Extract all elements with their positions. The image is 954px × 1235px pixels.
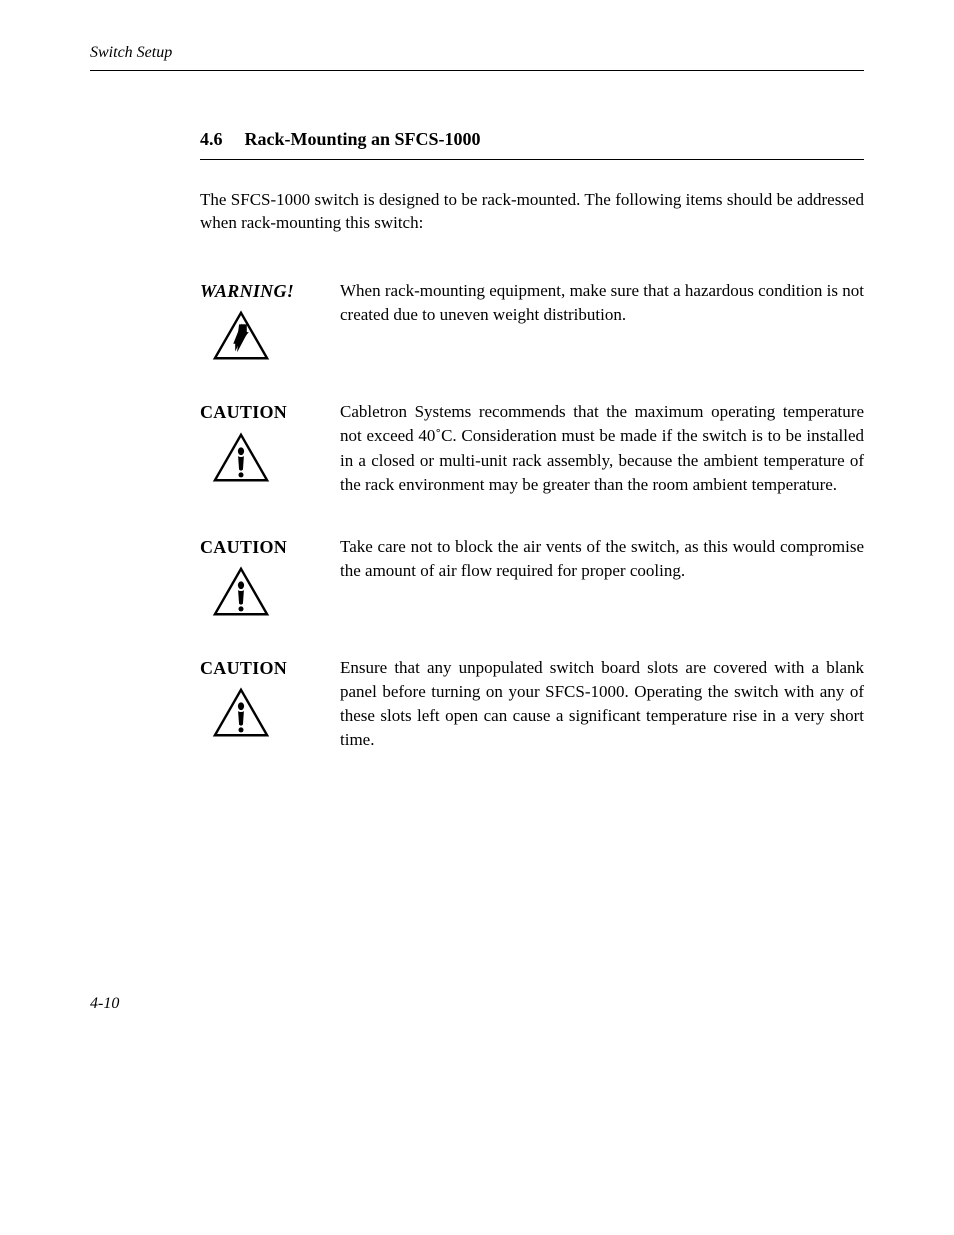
caution-body: Ensure that any unpopulated switch board… [340, 656, 864, 753]
warning-label: WARNING! [200, 279, 294, 304]
admonition-left: WARNING! [200, 279, 340, 362]
content: 4.6 Rack-Mounting an SFCS-1000 The SFCS-… [200, 127, 864, 752]
warning-body: When rack-mounting equipment, make sure … [340, 279, 864, 327]
admonition-left: CAUTION [200, 535, 340, 618]
admonition-caution-1: CAUTION Cabletron Systems recommends tha… [200, 400, 864, 497]
page-number: 4-10 [90, 993, 119, 1015]
admonition-caution-2: CAUTION Take care not to block the air v… [200, 535, 864, 618]
section-intro: The SFCS-1000 switch is designed to be r… [200, 188, 864, 236]
caution-label: CAUTION [200, 400, 287, 425]
admonition-left: CAUTION [200, 656, 340, 739]
caution-label: CAUTION [200, 535, 287, 560]
admonition-caution-3: CAUTION Ensure that any unpopulated swit… [200, 656, 864, 753]
caution-icon [212, 432, 270, 484]
caution-label: CAUTION [200, 656, 287, 681]
admonition-left: CAUTION [200, 400, 340, 483]
caution-icon [212, 566, 270, 618]
section-number: 4.6 [200, 127, 223, 152]
section-heading: 4.6 Rack-Mounting an SFCS-1000 [200, 127, 864, 159]
caution-body: Take care not to block the air vents of … [340, 535, 864, 583]
admonition-warning: WARNING! When rack-mounting equipment, m… [200, 279, 864, 362]
page: Switch Setup 4.6 Rack-Mounting an SFCS-1… [0, 0, 954, 753]
running-head: Switch Setup [90, 42, 864, 71]
caution-icon [212, 687, 270, 739]
caution-body: Cabletron Systems recommends that the ma… [340, 400, 864, 497]
warning-icon [212, 310, 270, 362]
section-title: Rack-Mounting an SFCS-1000 [245, 127, 481, 152]
